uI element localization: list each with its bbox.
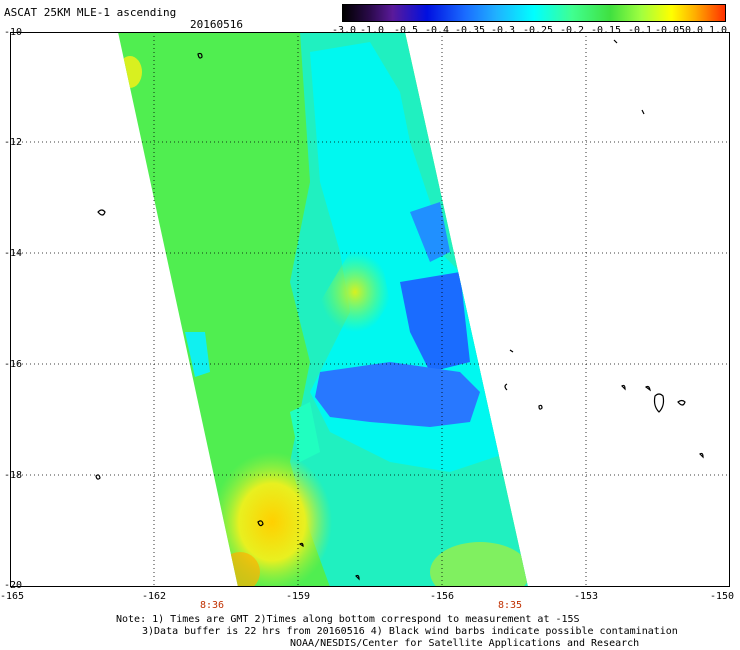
colorbar-label: 0.0 (684, 25, 704, 36)
lon-label: -165 (0, 591, 25, 602)
colorbar-label: -3.0 (331, 25, 357, 36)
colorbar (342, 4, 726, 22)
colorbar-label: -0.05 (654, 25, 686, 36)
map-title: ASCAT 25KM MLE-1 ascending (4, 6, 177, 19)
note-line-2: 3)Data buffer is 22 hrs from 20160516 4)… (142, 626, 678, 637)
graticule (10, 32, 730, 587)
lon-label: -153 (573, 591, 599, 602)
lat-label: -10 (4, 27, 23, 38)
colorbar-label: -0.5 (393, 25, 419, 36)
time-label-right: 8:35 (497, 600, 523, 611)
lat-label: -16 (4, 359, 23, 370)
colorbar-label: -0.25 (522, 25, 554, 36)
colorbar-label: -0.1 (627, 25, 653, 36)
lat-label: -14 (4, 248, 23, 259)
colorbar-label: -0.4 (424, 25, 450, 36)
note-line-3: NOAA/NESDIS/Center for Satellite Applica… (290, 638, 640, 649)
colorbar-label: -0.15 (590, 25, 622, 36)
lon-label: -162 (141, 591, 167, 602)
lon-label: -150 (709, 591, 735, 602)
lat-label: -20 (4, 580, 23, 591)
colorbar-label: -1.0 (359, 25, 385, 36)
wind-swath-map (10, 32, 730, 587)
colorbar-label: -0.3 (490, 25, 516, 36)
lon-label: -159 (285, 591, 311, 602)
lon-label: -156 (429, 591, 455, 602)
swath-data (118, 32, 528, 587)
time-label-left: 8:36 (199, 600, 225, 611)
lat-label: -18 (4, 470, 23, 481)
map-date: 20160516 (190, 18, 243, 31)
note-line-1: Note: 1) Times are GMT 2)Times along bot… (116, 614, 580, 625)
colorbar-label: -0.35 (454, 25, 486, 36)
lat-label: -12 (4, 137, 23, 148)
colorbar-label: 1.0 (708, 25, 728, 36)
colorbar-label: -0.2 (559, 25, 585, 36)
map-frame (10, 32, 730, 587)
coastlines (95, 39, 704, 581)
